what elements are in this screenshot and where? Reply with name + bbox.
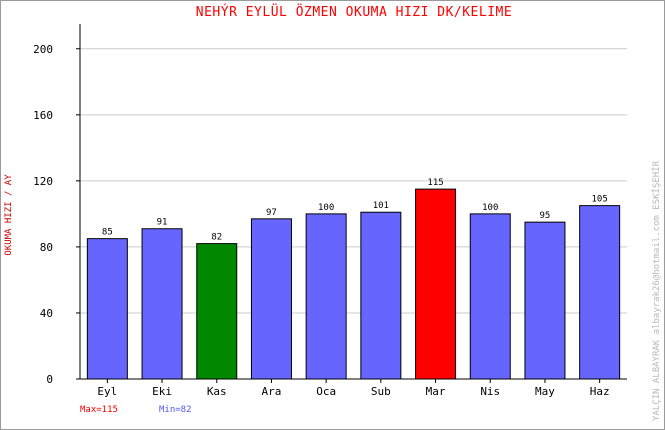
y-tick-label: 120 xyxy=(33,175,53,188)
min-value-label: Min=82 xyxy=(159,405,192,415)
bar-mar xyxy=(415,188,457,380)
y-tick-label: 160 xyxy=(33,109,53,122)
bar-sub xyxy=(360,211,402,380)
data-label: 82 xyxy=(211,233,222,243)
bar-nis xyxy=(469,213,511,380)
y-tick-label: 80 xyxy=(40,241,53,254)
credit-text: YALÇIN ALBAYRAK albayrak26@hotmail.com E… xyxy=(651,160,662,421)
axes xyxy=(76,24,627,383)
data-label: 95 xyxy=(540,211,551,221)
x-tick-label: Oca xyxy=(316,385,336,398)
y-tick-label: 200 xyxy=(33,43,53,56)
data-label: 91 xyxy=(157,218,168,228)
tick-labels: 0 40 80 120 160 200 Eyl Eki Kas Ara Oca Sub Mar Nis Ma… xyxy=(33,43,609,398)
bar-haz xyxy=(579,205,621,380)
data-label: 100 xyxy=(482,203,498,213)
bar-eki xyxy=(141,228,183,380)
y-axis-label: OKUMA HIZI / AY xyxy=(4,174,14,256)
data-label: 97 xyxy=(266,208,277,218)
max-value-label: Max=115 xyxy=(80,405,118,415)
bar-eyl xyxy=(86,238,128,380)
bar-oca xyxy=(305,213,347,380)
bar-may xyxy=(524,221,566,380)
chart-title: NEHÝR EYLÜL ÖZMEN OKUMA HIZI DK/KELIME xyxy=(196,3,512,20)
bar-kas xyxy=(196,243,238,380)
data-label: 85 xyxy=(102,228,113,238)
x-tick-label: Eyl xyxy=(97,385,117,398)
y-tick-label: 0 xyxy=(46,373,53,386)
data-label: 101 xyxy=(373,201,389,211)
data-label: 100 xyxy=(318,203,334,213)
bars: 85 91 82 97 100 101 115 100 95 105 xyxy=(86,178,621,380)
x-tick-label: May xyxy=(535,385,555,398)
x-tick-label: Sub xyxy=(371,385,391,398)
data-label: 105 xyxy=(592,195,608,205)
data-label: 115 xyxy=(427,178,443,188)
x-tick-label: Haz xyxy=(590,385,610,398)
x-tick-label: Mar xyxy=(426,385,446,398)
x-tick-label: Kas xyxy=(207,385,227,398)
x-tick-label: Eki xyxy=(152,385,172,398)
y-tick-label: 40 xyxy=(40,307,53,320)
bar-ara xyxy=(250,218,292,380)
x-tick-label: Nis xyxy=(480,385,500,398)
x-tick-label: Ara xyxy=(262,385,282,398)
